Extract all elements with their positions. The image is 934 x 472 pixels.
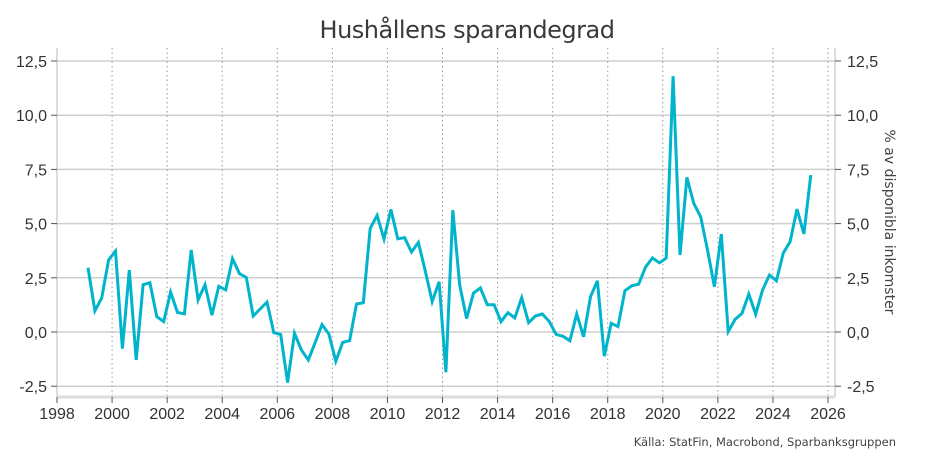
- x-tick-label: 2016: [535, 406, 571, 423]
- y-tick-label-right: 10,0: [847, 108, 878, 125]
- x-tick-label: 2004: [204, 406, 240, 423]
- x-tick-label: 2000: [94, 406, 130, 423]
- source-note: Källa: StatFin, Macrobond, Sparbanksgrup…: [633, 435, 896, 449]
- y-tick-label-left: 10,0: [16, 108, 47, 125]
- y-tick-label-right: 0,0: [847, 325, 869, 342]
- x-axis: 1998 2000 2002 2004 2006 2008 2010 2012 2014 2016…: [39, 397, 846, 423]
- x-tick-label: 2008: [315, 406, 351, 423]
- x-tick-label: 2026: [810, 406, 846, 423]
- y-tick-label-right: 7,5: [847, 162, 869, 179]
- x-tick-label: 2012: [425, 406, 461, 423]
- x-tick-label: 2010: [370, 406, 406, 423]
- x-tick-label: 2002: [149, 406, 185, 423]
- y-axis-right: -2,5 0,0 2,5 5,0 7,5 10,0 12,5: [835, 54, 878, 396]
- x-tick-label: 2018: [590, 406, 626, 423]
- y-tick-label-left: 0,0: [25, 325, 47, 342]
- y-tick-label-right: -2,5: [847, 379, 875, 396]
- x-tick-label: 1998: [39, 406, 75, 423]
- chart-title: Hushållens sparandegrad: [319, 16, 615, 44]
- y-tick-label-left: 12,5: [16, 54, 47, 71]
- x-tick-label: 2022: [700, 406, 736, 423]
- vertical-gridlines: [111, 48, 829, 397]
- horizontal-gridlines: [57, 60, 835, 387]
- y-tick-label-right: 5,0: [847, 217, 869, 234]
- x-tick-label: 2024: [755, 406, 791, 423]
- x-tick-label: 2014: [480, 406, 516, 423]
- series-line-sparandegrad: [86, 76, 813, 383]
- y-tick-label-left: 5,0: [25, 217, 47, 234]
- y-tick-label-right: 12,5: [847, 54, 878, 71]
- y-tick-label-left: 2,5: [25, 271, 47, 288]
- y-tick-label-left: -2,5: [19, 379, 47, 396]
- y-axis-right-label: % av disponibla inkomster: [881, 129, 897, 315]
- x-tick-label: 2006: [259, 406, 295, 423]
- axes: [56, 48, 836, 399]
- y-tick-label-left: 7,5: [25, 162, 47, 179]
- y-tick-label-right: 2,5: [847, 271, 869, 288]
- x-tick-label: 2020: [645, 406, 681, 423]
- y-axis-left: -2,5 0,0 2,5 5,0 7,5 10,0 12,5: [16, 54, 57, 396]
